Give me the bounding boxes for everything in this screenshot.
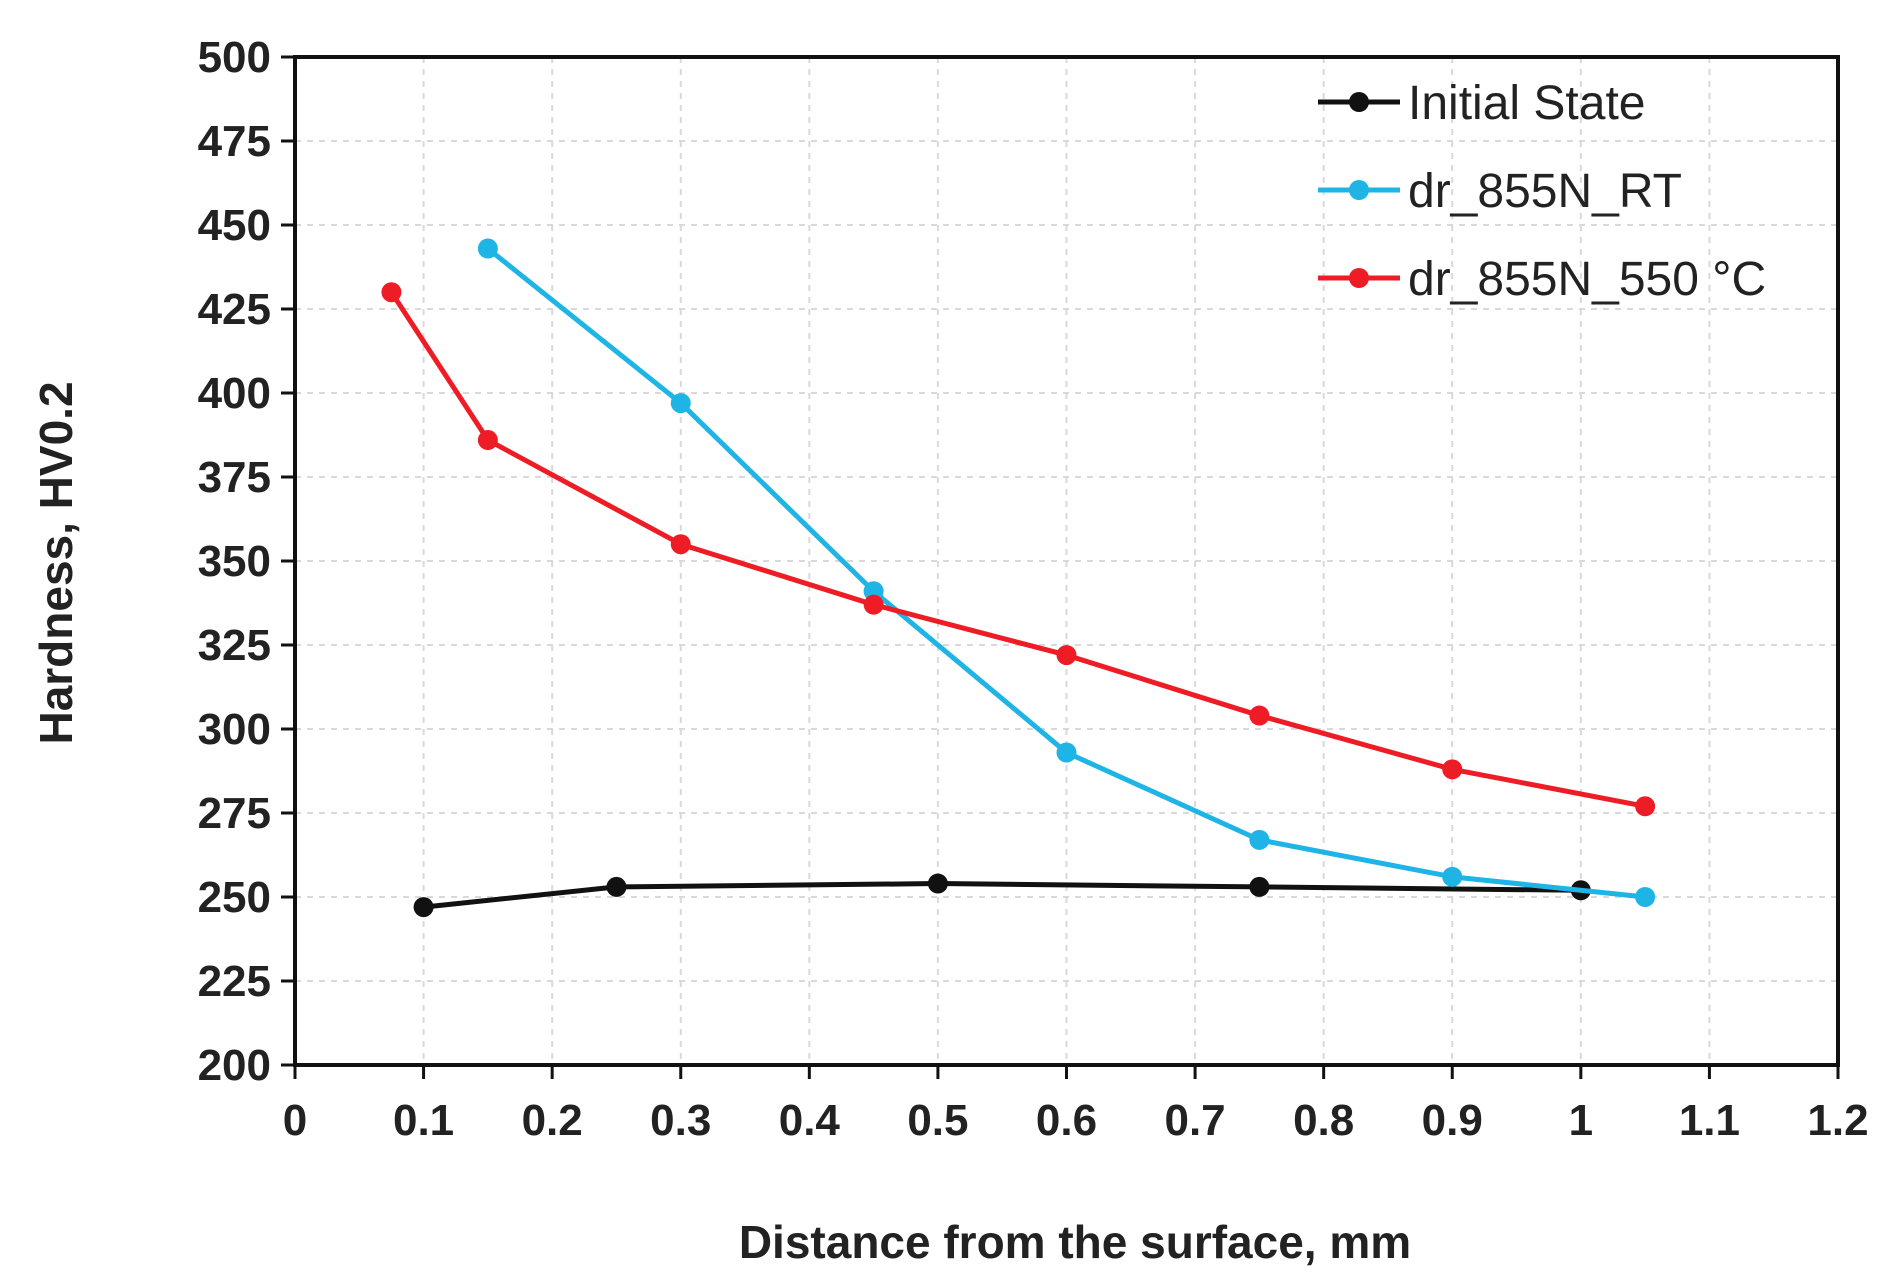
series-1 [413, 873, 1591, 918]
data-point [863, 594, 884, 615]
legend: Initial State dr_855N_RT dr_855N_550 °C [1318, 77, 1766, 306]
legend-entry-2: dr_855N_RT [1318, 165, 1682, 218]
data-point [606, 876, 627, 897]
y-tick-label: 250 [198, 873, 271, 922]
x-tick-label: 0.9 [1422, 1096, 1483, 1145]
data-point [1635, 887, 1656, 907]
x-tick-label: 0 [283, 1096, 307, 1145]
y-tick-label: 325 [198, 621, 271, 670]
x-tick-label: 0.6 [1036, 1096, 1097, 1145]
x-tick-label: 0.8 [1293, 1096, 1354, 1145]
y-tick-label: 400 [198, 369, 271, 418]
legend-label: dr_855N_550 °C [1408, 253, 1766, 306]
axes: 0 0.1 0.2 0.3 0.4 0.5 0.6 0.7 0.8 0.9 1 1.1 1.2 200 22… [198, 33, 1869, 1145]
x-tick-label: 0.3 [650, 1096, 711, 1145]
series-2 [477, 238, 1656, 907]
y-tick-label: 225 [198, 957, 271, 1006]
y-tick-label: 275 [198, 789, 271, 838]
x-tick-label: 1 [1569, 1096, 1593, 1145]
data-point [670, 534, 691, 555]
data-point [1056, 742, 1077, 763]
x-axis-title: Distance from the surface, mm [739, 1216, 1411, 1268]
x-tick-label: 1.1 [1679, 1096, 1740, 1145]
legend-label: Initial State [1408, 77, 1645, 130]
y-tick-label: 300 [198, 705, 271, 754]
x-tick-label: 0.5 [907, 1096, 968, 1145]
legend-entry-1: Initial State [1318, 77, 1645, 130]
x-tick-label: 0.1 [393, 1096, 454, 1145]
data-point [927, 873, 948, 894]
series-line [389, 290, 1646, 809]
y-tick-label: 450 [198, 201, 271, 250]
data-point [1635, 796, 1656, 817]
data-point [1442, 759, 1463, 780]
y-tick-label: 500 [198, 33, 271, 82]
data-point [381, 282, 402, 303]
x-tick-label: 0.4 [779, 1096, 841, 1145]
y-tick-label: 425 [198, 285, 271, 334]
y-tick-label: 475 [198, 117, 271, 166]
y-tick-label: 375 [198, 453, 271, 502]
x-tick-label: 0.7 [1164, 1096, 1225, 1145]
legend-label: dr_855N_RT [1408, 165, 1682, 218]
data-point [1249, 705, 1270, 726]
data-point [1442, 866, 1463, 887]
y-axis-title: Hardness, HV0.2 [30, 381, 82, 744]
x-tick-label: 0.2 [522, 1096, 583, 1145]
legend-marker [1349, 180, 1369, 200]
y-tick-label: 200 [198, 1041, 271, 1090]
data-point [477, 238, 498, 259]
data-series [381, 238, 1656, 918]
series-3 [381, 282, 1656, 817]
data-point [1249, 829, 1270, 850]
data-point [413, 897, 434, 918]
legend-entry-3: dr_855N_550 °C [1318, 253, 1766, 306]
legend-marker [1349, 92, 1369, 112]
data-point [477, 430, 498, 451]
y-tick-label: 350 [198, 537, 271, 586]
x-tick-label: 1.2 [1807, 1096, 1868, 1145]
legend-marker [1349, 268, 1369, 288]
data-point [670, 393, 691, 414]
series-line [423, 881, 1581, 910]
data-point [1056, 645, 1077, 666]
data-point [1249, 876, 1270, 897]
